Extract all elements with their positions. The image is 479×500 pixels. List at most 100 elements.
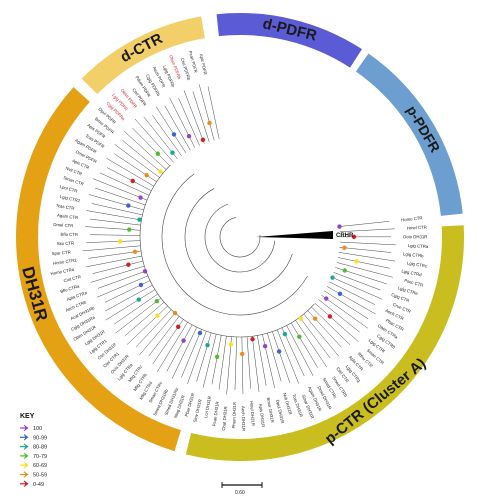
leaf-label: Bflo CTRa xyxy=(60,283,81,294)
bootstrap-key: KEY 100 90-99 80-89 70-79 60-69 50-59 0-49 xyxy=(20,413,47,488)
tree-branch xyxy=(148,316,180,357)
tree-branches xyxy=(82,84,396,395)
tree-branch xyxy=(192,91,210,142)
tree-branch xyxy=(164,105,191,151)
tree-branch xyxy=(88,250,142,259)
tree-branch xyxy=(339,241,396,246)
leaf-label: Bflo CTR xyxy=(61,232,79,237)
tree-branch xyxy=(295,320,327,367)
tree-branch xyxy=(152,115,182,156)
bootstrap-node xyxy=(171,132,177,137)
tree-branch xyxy=(337,257,390,269)
leaf-label: Lgig CTRb xyxy=(403,251,425,258)
leaf-labels: Homo CTR Hmel CTR Octo DH31R Lgig CTRa Lgig … xyxy=(50,50,429,431)
tree-internal-arc xyxy=(161,173,308,316)
leaf-label: Nvit CTR xyxy=(65,166,83,177)
tree-branch xyxy=(136,309,172,347)
tree-branch xyxy=(171,327,197,379)
tree-branch xyxy=(324,290,369,320)
clade-arc-p-pdfr xyxy=(355,53,463,217)
key-label: 0-49 xyxy=(33,482,44,488)
tree-internal-arc xyxy=(204,203,276,273)
tree-branch xyxy=(139,312,176,356)
tree-branch xyxy=(126,305,168,345)
outgroup-wedge xyxy=(256,231,333,239)
tree-branch xyxy=(234,336,237,390)
leaf-label: Octo DH31R xyxy=(403,234,427,239)
tree-branch xyxy=(299,317,331,359)
bootstrap-node xyxy=(117,239,123,244)
bootstrap-node xyxy=(354,259,359,264)
tree-internal-arc xyxy=(139,164,315,338)
bootstrap-node xyxy=(154,298,160,304)
bootstrap-node xyxy=(282,331,288,337)
bootstrap-node xyxy=(172,310,178,316)
bootstrap-node xyxy=(330,275,335,280)
tree-branch xyxy=(339,228,395,232)
bootstrap-node xyxy=(126,262,131,267)
tree-branch xyxy=(91,203,143,216)
bootstrap-node xyxy=(155,313,160,318)
key-label: 50-59 xyxy=(33,473,47,479)
tree-branch xyxy=(211,335,222,385)
leaf-label: Cbat DH31R xyxy=(221,406,228,431)
bootstrap-node xyxy=(262,343,268,349)
leaf-label: Sko CTR xyxy=(57,241,75,247)
leaf-label: Aplc PDFR xyxy=(199,53,208,75)
tree-branch xyxy=(92,260,144,274)
tree-branch xyxy=(290,322,318,368)
bootstrap-node xyxy=(137,217,142,222)
tree-branch xyxy=(272,331,291,383)
leaf-label: Lgig CTRa xyxy=(408,243,429,249)
leaf-label: Cint CTR xyxy=(63,274,81,283)
leaf-label: Sinv DH31R xyxy=(192,399,202,423)
leaf-label: Lcri DH31R xyxy=(203,396,212,419)
tree-branch xyxy=(321,294,368,329)
tree-branch xyxy=(339,221,390,227)
clade-arc-p-ctr-cluster-a xyxy=(185,225,464,461)
tree-branch xyxy=(178,97,200,146)
tree-branch xyxy=(86,240,141,243)
tree-branch xyxy=(241,336,244,394)
tree-branch xyxy=(196,332,212,382)
bootstrap-node xyxy=(138,195,143,200)
leaf-label: Pbar DH31R xyxy=(184,392,196,417)
tree-branch xyxy=(166,324,193,372)
bootstrap-node xyxy=(351,234,357,240)
bootstrap-node xyxy=(342,245,347,250)
leaf-label: Cgig CTR xyxy=(391,292,410,303)
leaf-label: Lpol CTR xyxy=(59,184,78,194)
outgroup-crhr: CRHR xyxy=(256,231,354,239)
leaf-label: Psec CTR xyxy=(404,278,424,288)
clade-arc-label: d-CTR xyxy=(118,30,166,66)
bootstrap-node xyxy=(297,334,302,339)
bootstrap-node xyxy=(205,343,210,348)
bootstrap-node xyxy=(144,172,149,178)
leaf-label: Homo CTR xyxy=(401,215,423,222)
key-label: 60-69 xyxy=(33,463,47,469)
scale-bar: 0.60 xyxy=(221,482,263,496)
tree-branch xyxy=(86,210,142,221)
leaf-label: Hmel CTR xyxy=(407,225,427,231)
tree-branch xyxy=(183,90,205,144)
bootstrap-node xyxy=(276,349,282,354)
tree-branch xyxy=(181,329,202,378)
tree-branch xyxy=(251,336,260,392)
bootstrap-node xyxy=(250,337,255,342)
bootstrap-node xyxy=(342,268,347,273)
tree-branch xyxy=(122,140,163,174)
leaf-label: Homo CTRa xyxy=(50,267,75,277)
key-title: KEY xyxy=(20,413,35,420)
leaf-label: Lgig CTRd xyxy=(401,268,423,277)
tree-branch xyxy=(336,262,393,278)
bootstrap-node xyxy=(200,137,206,143)
bootstrap-node xyxy=(327,314,333,319)
tree-branch xyxy=(134,118,174,163)
tree-branch xyxy=(99,172,150,196)
tree-branch xyxy=(307,310,342,348)
leaf-label: Pcan PDFR xyxy=(188,50,199,73)
leaf-label: Dmel CTR xyxy=(53,222,73,228)
bootstrap-node xyxy=(130,178,135,184)
tree-branch xyxy=(82,245,141,252)
bootstrap-node xyxy=(176,324,181,330)
